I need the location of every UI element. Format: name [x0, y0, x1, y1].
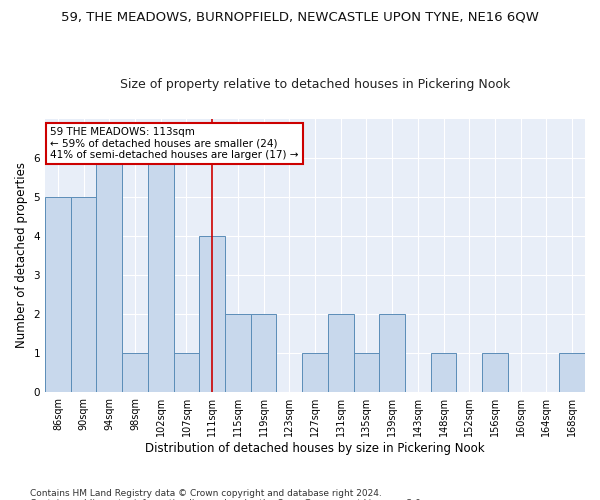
Bar: [71, 196, 97, 392]
Bar: [148, 158, 173, 392]
Text: Contains public sector information licensed under the Open Government Licence v3: Contains public sector information licen…: [30, 498, 424, 500]
Bar: [379, 314, 405, 392]
Bar: [559, 353, 585, 392]
Text: 59 THE MEADOWS: 113sqm
← 59% of detached houses are smaller (24)
41% of semi-det: 59 THE MEADOWS: 113sqm ← 59% of detached…: [50, 127, 299, 160]
Bar: [431, 353, 457, 392]
Text: Contains HM Land Registry data © Crown copyright and database right 2024.: Contains HM Land Registry data © Crown c…: [30, 488, 382, 498]
Bar: [97, 158, 122, 392]
X-axis label: Distribution of detached houses by size in Pickering Nook: Distribution of detached houses by size …: [145, 442, 485, 455]
Bar: [328, 314, 353, 392]
Bar: [353, 353, 379, 392]
Bar: [225, 314, 251, 392]
Bar: [45, 196, 71, 392]
Bar: [251, 314, 277, 392]
Bar: [173, 353, 199, 392]
Text: 59, THE MEADOWS, BURNOPFIELD, NEWCASTLE UPON TYNE, NE16 6QW: 59, THE MEADOWS, BURNOPFIELD, NEWCASTLE …: [61, 10, 539, 23]
Bar: [302, 353, 328, 392]
Bar: [199, 236, 225, 392]
Title: Size of property relative to detached houses in Pickering Nook: Size of property relative to detached ho…: [120, 78, 510, 91]
Y-axis label: Number of detached properties: Number of detached properties: [15, 162, 28, 348]
Bar: [122, 353, 148, 392]
Bar: [482, 353, 508, 392]
